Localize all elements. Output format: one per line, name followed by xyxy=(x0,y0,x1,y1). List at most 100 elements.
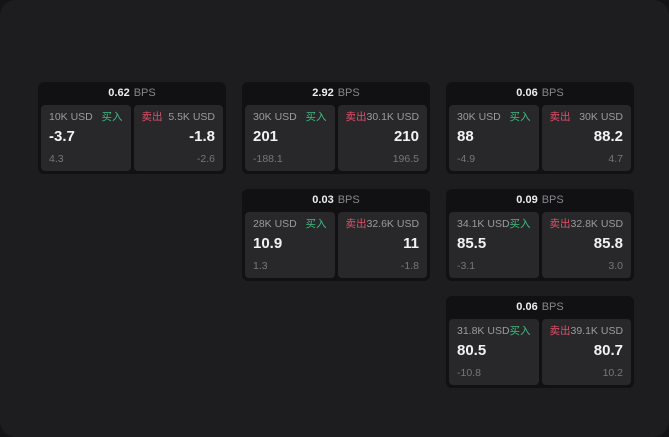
buy-side-label: 买入 xyxy=(305,111,327,123)
sell-panel-top: 卖出 32.8K USD xyxy=(550,218,624,231)
quote-card: 2.92 BPS 30K USD 买入 201 -188.1 卖出 30.1K … xyxy=(242,82,430,174)
buy-panel-top: 30K USD 买入 xyxy=(457,111,531,124)
sell-panel[interactable]: 卖出 30K USD 88.2 4.7 xyxy=(541,105,631,171)
bps-unit-label: BPS xyxy=(541,87,564,99)
buy-amount: 30K USD xyxy=(253,111,297,123)
card-body: 28K USD 买入 10.9 1.3 卖出 32.6K USD 11 -1.8 xyxy=(242,212,430,281)
sell-panel-top: 卖出 5.5K USD xyxy=(142,111,216,124)
sell-price: 11 xyxy=(403,235,419,252)
quote-card: 0.06 BPS 30K USD 买入 88 -4.9 卖出 30K USD 8… xyxy=(446,82,634,174)
buy-delta: 1.3 xyxy=(253,260,268,272)
card-body: 34.1K USD 买入 85.5 -3.1 卖出 32.8K USD 85.8… xyxy=(446,212,634,281)
bps-value: 0.06 xyxy=(516,301,538,313)
buy-panel[interactable]: 31.8K USD 买入 80.5 -10.8 xyxy=(449,319,539,385)
buy-amount: 28K USD xyxy=(253,218,297,230)
quote-card: 0.62 BPS 10K USD 买入 -3.7 4.3 卖出 5.5K USD… xyxy=(38,82,226,174)
sell-amount: 39.1K USD xyxy=(570,325,624,337)
buy-side-label: 买入 xyxy=(305,218,327,230)
sell-amount: 32.6K USD xyxy=(366,218,420,230)
sell-side-label: 卖出 xyxy=(549,325,571,337)
quotes-grid: 0.62 BPS 10K USD 买入 -3.7 4.3 卖出 5.5K USD… xyxy=(38,82,634,388)
card-header: 0.09 BPS xyxy=(446,189,634,212)
bps-unit-label: BPS xyxy=(337,194,360,206)
quote-card: 0.09 BPS 34.1K USD 买入 85.5 -3.1 卖出 32.8K… xyxy=(446,189,634,281)
buy-side-label: 买入 xyxy=(101,111,123,123)
buy-amount: 31.8K USD xyxy=(457,325,510,337)
sell-price: -1.8 xyxy=(189,128,215,145)
sell-delta: 4.7 xyxy=(608,153,623,165)
sell-delta: -1.8 xyxy=(400,260,419,272)
buy-price: 88 xyxy=(457,128,474,145)
bps-unit-label: BPS xyxy=(337,87,360,99)
buy-side-label: 买入 xyxy=(509,325,531,337)
buy-panel-top: 28K USD 买入 xyxy=(253,218,327,231)
sell-price: 80.7 xyxy=(593,342,623,359)
sell-amount: 30.1K USD xyxy=(366,111,420,123)
card-body: 10K USD 买入 -3.7 4.3 卖出 5.5K USD -1.8 -2.… xyxy=(38,105,226,174)
buy-price: 85.5 xyxy=(457,235,487,252)
sell-panel[interactable]: 卖出 32.6K USD 11 -1.8 xyxy=(337,212,427,278)
buy-panel-top: 31.8K USD 买入 xyxy=(457,325,531,338)
sell-side-label: 卖出 xyxy=(549,218,571,230)
bps-value: 2.92 xyxy=(312,87,334,99)
sell-delta: 10.2 xyxy=(602,367,623,379)
sell-delta: -2.6 xyxy=(196,153,215,165)
sell-panel[interactable]: 卖出 5.5K USD -1.8 -2.6 xyxy=(133,105,223,171)
quote-card: 0.03 BPS 28K USD 买入 10.9 1.3 卖出 32.6K US… xyxy=(242,189,430,281)
sell-price: 85.8 xyxy=(593,235,623,252)
buy-panel[interactable]: 30K USD 买入 201 -188.1 xyxy=(245,105,335,171)
card-body: 31.8K USD 买入 80.5 -10.8 卖出 39.1K USD 80.… xyxy=(446,319,634,388)
sell-panel[interactable]: 卖出 32.8K USD 85.8 3.0 xyxy=(541,212,631,278)
buy-panel-top: 34.1K USD 买入 xyxy=(457,218,531,231)
buy-price: 201 xyxy=(253,128,279,145)
card-header: 0.03 BPS xyxy=(242,189,430,212)
buy-delta: -3.1 xyxy=(457,260,476,272)
bps-value: 0.09 xyxy=(516,194,538,206)
buy-price: 80.5 xyxy=(457,342,487,359)
card-header: 0.62 BPS xyxy=(38,82,226,105)
sell-side-label: 卖出 xyxy=(345,218,367,230)
buy-panel[interactable]: 34.1K USD 买入 85.5 -3.1 xyxy=(449,212,539,278)
sell-price: 88.2 xyxy=(593,128,623,145)
sell-side-label: 卖出 xyxy=(549,111,571,123)
buy-amount: 30K USD xyxy=(457,111,501,123)
buy-delta: -4.9 xyxy=(457,153,476,165)
bps-value: 0.03 xyxy=(312,194,334,206)
sell-price: 210 xyxy=(393,128,419,145)
quote-card: 0.06 BPS 31.8K USD 买入 80.5 -10.8 卖出 39.1… xyxy=(446,296,634,388)
buy-side-label: 买入 xyxy=(509,218,531,230)
buy-delta: -10.8 xyxy=(457,367,481,379)
buy-panel-top: 30K USD 买入 xyxy=(253,111,327,124)
buy-delta: -188.1 xyxy=(253,153,283,165)
card-body: 30K USD 买入 88 -4.9 卖出 30K USD 88.2 4.7 xyxy=(446,105,634,174)
bps-value: 0.06 xyxy=(516,87,538,99)
buy-panel[interactable]: 30K USD 买入 88 -4.9 xyxy=(449,105,539,171)
sell-panel-top: 卖出 30K USD xyxy=(550,111,624,124)
buy-amount: 10K USD xyxy=(49,111,93,123)
bps-unit-label: BPS xyxy=(541,301,564,313)
buy-panel[interactable]: 28K USD 买入 10.9 1.3 xyxy=(245,212,335,278)
buy-panel[interactable]: 10K USD 买入 -3.7 4.3 xyxy=(41,105,131,171)
sell-panel-top: 卖出 32.6K USD xyxy=(346,218,420,231)
sell-side-label: 卖出 xyxy=(345,111,367,123)
card-header: 0.06 BPS xyxy=(446,296,634,319)
sell-panel[interactable]: 卖出 39.1K USD 80.7 10.2 xyxy=(541,319,631,385)
sell-panel-top: 卖出 39.1K USD xyxy=(550,325,624,338)
sell-panel[interactable]: 卖出 30.1K USD 210 196.5 xyxy=(337,105,427,171)
buy-side-label: 买入 xyxy=(509,111,531,123)
sell-amount: 32.8K USD xyxy=(570,218,624,230)
bps-unit-label: BPS xyxy=(133,87,156,99)
bps-value: 0.62 xyxy=(108,87,130,99)
sell-panel-top: 卖出 30.1K USD xyxy=(346,111,420,124)
sell-side-label: 卖出 xyxy=(141,111,163,123)
sell-amount: 5.5K USD xyxy=(168,111,215,123)
sell-delta: 196.5 xyxy=(392,153,419,165)
buy-amount: 34.1K USD xyxy=(457,218,510,230)
card-header: 0.06 BPS xyxy=(446,82,634,105)
buy-price: 10.9 xyxy=(253,235,283,252)
card-header: 2.92 BPS xyxy=(242,82,430,105)
buy-delta: 4.3 xyxy=(49,153,64,165)
sell-delta: 3.0 xyxy=(608,260,623,272)
